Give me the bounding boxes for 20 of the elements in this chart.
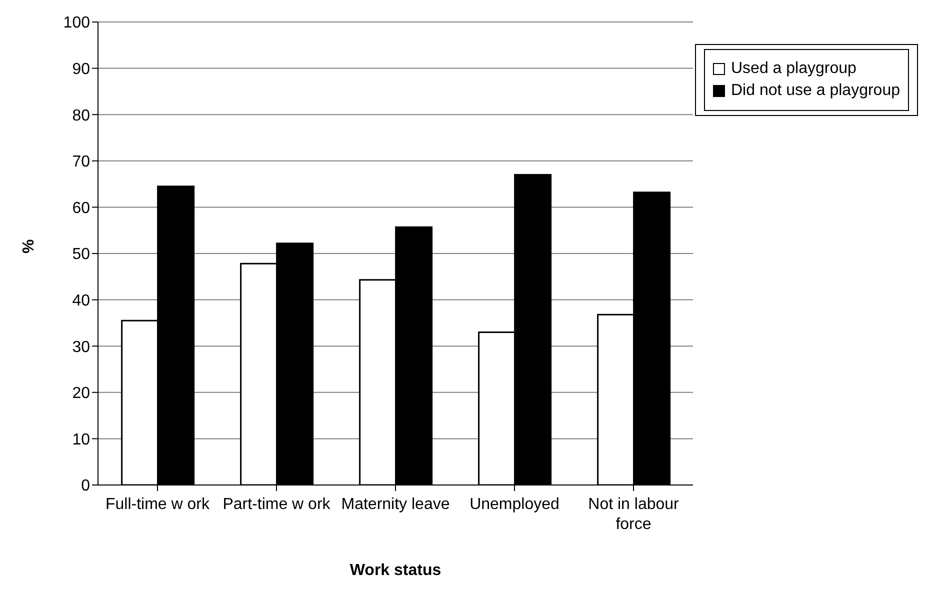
legend-label: Did not use a playgroup — [731, 82, 900, 100]
y-tick-label: 70 — [72, 154, 90, 171]
x-tick-label: Full-time w ork — [105, 496, 210, 513]
y-tick-label: 50 — [72, 246, 90, 264]
y-axis-title: % — [20, 239, 38, 254]
y-tick-label: 30 — [72, 338, 90, 356]
x-axis-title: Work status — [350, 562, 442, 579]
y-tick-label: 20 — [72, 385, 90, 402]
y-tick-label: 60 — [72, 200, 90, 217]
y-tick-label: 40 — [72, 292, 90, 310]
legend-label: Used a playgroup — [731, 60, 856, 78]
x-tick-label: Maternity leave — [341, 496, 450, 513]
y-tick-label: 80 — [72, 107, 90, 124]
y-tick-label: 100 — [63, 14, 90, 32]
x-tick-label: Part-time w ork — [222, 496, 332, 513]
x-tick-label: Not in labour force — [588, 496, 680, 533]
y-tick-label: 10 — [72, 431, 90, 448]
x-tick-label: Unemployed — [470, 496, 560, 513]
y-tick-label: 90 — [72, 60, 90, 78]
y-tick-label: 0 — [81, 478, 90, 495]
